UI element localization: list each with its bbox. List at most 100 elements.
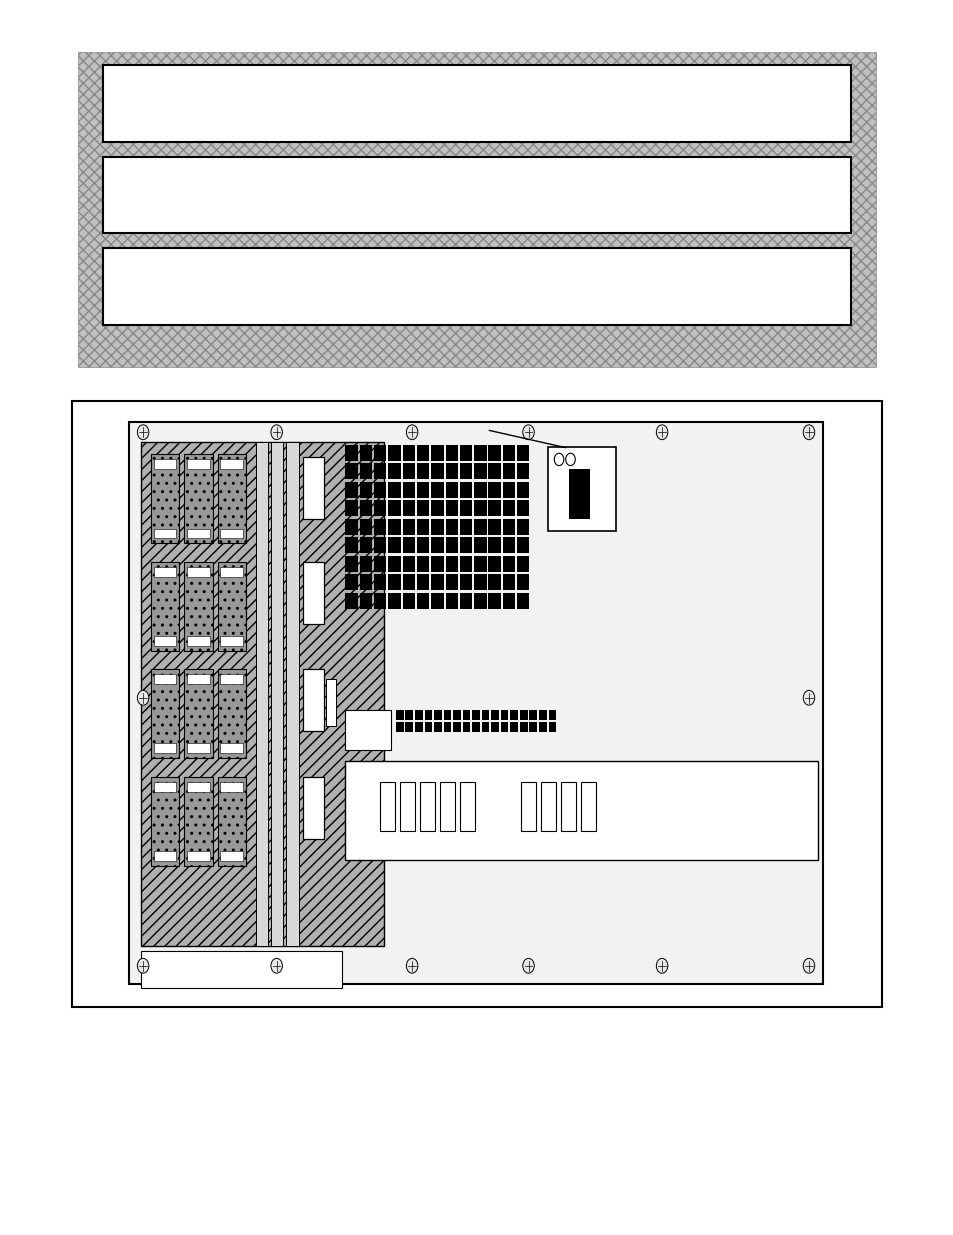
- Bar: [517, 556, 529, 572]
- Bar: [488, 574, 500, 590]
- Circle shape: [137, 690, 149, 705]
- Bar: [405, 710, 413, 720]
- Bar: [445, 500, 457, 516]
- Bar: [345, 574, 357, 590]
- Bar: [405, 722, 413, 732]
- Circle shape: [137, 425, 149, 440]
- Circle shape: [406, 425, 417, 440]
- Bar: [502, 463, 515, 479]
- Circle shape: [565, 453, 575, 466]
- Bar: [474, 445, 486, 461]
- Bar: [520, 782, 536, 831]
- Circle shape: [137, 958, 149, 973]
- Circle shape: [802, 690, 814, 705]
- Bar: [359, 519, 372, 535]
- Bar: [431, 593, 443, 609]
- Bar: [488, 445, 500, 461]
- Bar: [474, 593, 486, 609]
- Bar: [453, 710, 460, 720]
- Bar: [474, 500, 486, 516]
- Circle shape: [522, 958, 534, 973]
- Bar: [445, 593, 457, 609]
- Bar: [560, 782, 576, 831]
- Bar: [529, 722, 537, 732]
- Bar: [374, 500, 386, 516]
- Bar: [443, 710, 451, 720]
- Bar: [388, 593, 400, 609]
- Bar: [488, 482, 500, 498]
- Bar: [439, 782, 455, 831]
- Bar: [388, 445, 400, 461]
- Bar: [374, 574, 386, 590]
- Bar: [474, 463, 486, 479]
- Bar: [510, 710, 517, 720]
- Bar: [500, 722, 508, 732]
- Bar: [548, 722, 556, 732]
- Bar: [153, 459, 176, 469]
- Bar: [431, 463, 443, 479]
- Bar: [502, 482, 515, 498]
- Bar: [488, 463, 500, 479]
- Bar: [345, 710, 391, 750]
- Bar: [500, 710, 508, 720]
- Bar: [399, 782, 415, 831]
- Bar: [459, 574, 472, 590]
- Bar: [184, 562, 213, 651]
- Bar: [416, 500, 429, 516]
- Bar: [434, 710, 441, 720]
- Bar: [517, 463, 529, 479]
- Bar: [220, 636, 243, 646]
- Bar: [184, 669, 213, 758]
- Bar: [103, 248, 850, 325]
- Bar: [220, 674, 243, 684]
- Bar: [388, 519, 400, 535]
- Bar: [488, 537, 500, 553]
- Bar: [374, 537, 386, 553]
- Bar: [416, 445, 429, 461]
- Bar: [402, 482, 415, 498]
- Bar: [445, 537, 457, 553]
- Bar: [71, 401, 882, 1007]
- Bar: [502, 556, 515, 572]
- Bar: [271, 442, 283, 946]
- Bar: [220, 567, 243, 577]
- Bar: [151, 562, 179, 651]
- Bar: [151, 669, 179, 758]
- Bar: [345, 537, 357, 553]
- Bar: [568, 469, 589, 519]
- Bar: [419, 782, 435, 831]
- Bar: [153, 567, 176, 577]
- Circle shape: [802, 425, 814, 440]
- Circle shape: [271, 958, 282, 973]
- Bar: [491, 722, 498, 732]
- Bar: [359, 463, 372, 479]
- Circle shape: [271, 425, 282, 440]
- Bar: [416, 519, 429, 535]
- Bar: [538, 722, 546, 732]
- Bar: [141, 442, 384, 946]
- Circle shape: [554, 453, 563, 466]
- Bar: [431, 500, 443, 516]
- Bar: [374, 519, 386, 535]
- Bar: [103, 157, 850, 233]
- Bar: [374, 482, 386, 498]
- Bar: [472, 722, 479, 732]
- Bar: [445, 574, 457, 590]
- Bar: [474, 519, 486, 535]
- Bar: [519, 710, 527, 720]
- Bar: [187, 851, 210, 861]
- Bar: [459, 593, 472, 609]
- Bar: [517, 593, 529, 609]
- Bar: [472, 710, 479, 720]
- Bar: [431, 574, 443, 590]
- Bar: [540, 782, 556, 831]
- Bar: [217, 777, 246, 866]
- Bar: [580, 782, 596, 831]
- Bar: [416, 463, 429, 479]
- Bar: [153, 782, 176, 792]
- Bar: [187, 782, 210, 792]
- Bar: [416, 574, 429, 590]
- Bar: [153, 636, 176, 646]
- Bar: [519, 722, 527, 732]
- Bar: [129, 422, 822, 984]
